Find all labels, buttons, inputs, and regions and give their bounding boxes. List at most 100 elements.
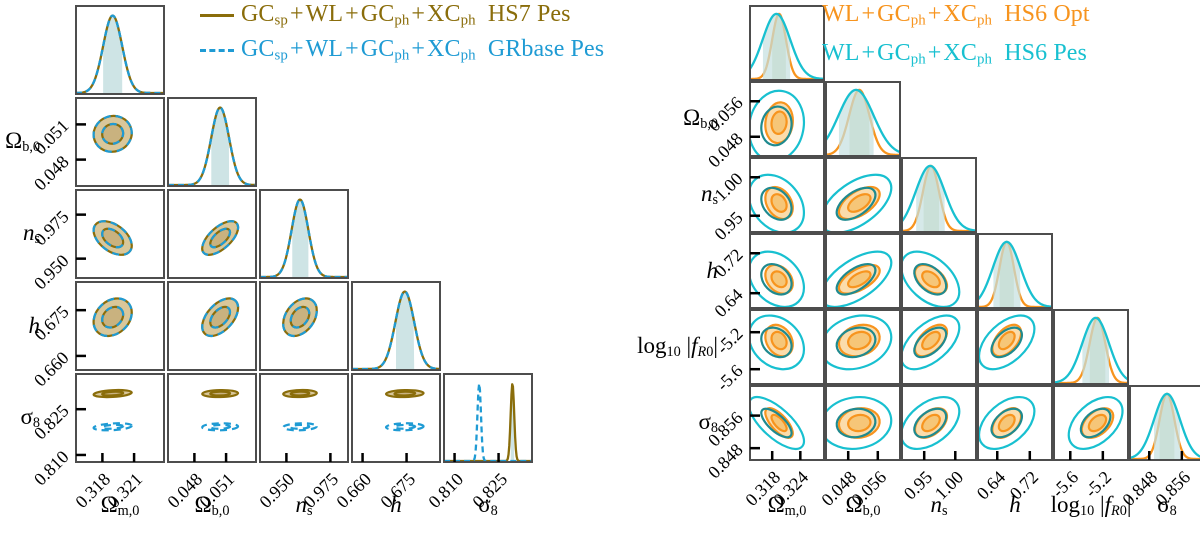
cell-4-0 bbox=[750, 314, 806, 371]
legend-label-hs7pes: GCsp+WL+GCph+XCph HS7 Pes bbox=[241, 1, 571, 29]
confidence-ellipse bbox=[826, 314, 893, 371]
cell-2-0 bbox=[750, 173, 806, 232]
legend-entry-hs7pes: GCsp+WL+GCph+XCph HS7 Pes bbox=[200, 2, 604, 28]
cell-frame bbox=[977, 385, 1053, 461]
confidence-ellipse bbox=[282, 422, 318, 432]
confidence-ellipse bbox=[750, 314, 806, 371]
confidence-ellipse bbox=[835, 326, 877, 359]
legend-label-grbasepes: GCsp+WL+GCph+XCph GRbase Pes bbox=[241, 36, 605, 64]
cell-2-0 bbox=[92, 220, 133, 256]
marginal-curve bbox=[978, 240, 1052, 308]
confidence-ellipse bbox=[921, 330, 941, 351]
confidence-ellipse bbox=[978, 314, 1036, 371]
cell-frame bbox=[443, 373, 533, 463]
confidence-ellipse bbox=[201, 220, 240, 256]
cell-frame bbox=[167, 97, 257, 187]
confidence-ellipse bbox=[826, 250, 893, 308]
cell-frame bbox=[167, 189, 257, 279]
cell-3-2 bbox=[902, 250, 961, 308]
y-axis-title-Omega_b0: Ωb,0 bbox=[683, 104, 718, 133]
marginal-curve bbox=[260, 198, 348, 278]
confidence-ellipse bbox=[902, 250, 961, 308]
confidence-ellipse bbox=[847, 193, 872, 213]
confidence-ellipse bbox=[921, 270, 941, 289]
solid-line-key-icon bbox=[200, 13, 234, 17]
cell-frame bbox=[167, 281, 257, 371]
cell-4-4 bbox=[444, 382, 532, 462]
x-axis-title-n_s: ns bbox=[930, 492, 948, 520]
marginal-curve bbox=[750, 12, 824, 80]
y-axis-title-h: h bbox=[28, 313, 41, 338]
marginal-curve bbox=[1130, 392, 1200, 460]
x-axis-title-Omega_b0: Ωb,0 bbox=[845, 492, 881, 520]
cell-frame bbox=[901, 157, 977, 233]
confidence-ellipse bbox=[990, 326, 1024, 359]
confidence-ellipse bbox=[770, 330, 788, 351]
confidence-ellipse bbox=[990, 407, 1024, 439]
cell-frame bbox=[75, 373, 165, 463]
confidence-ellipse bbox=[201, 422, 240, 432]
left-corner-plot: GCsp+WL+GCph+XCph HS7 Pes GCsp+WL+GCph+X… bbox=[5, 2, 604, 520]
x-axis-title-n_s: ns bbox=[295, 492, 313, 520]
confidence-ellipse bbox=[760, 105, 793, 147]
marginal-curve bbox=[826, 88, 900, 154]
confidence-ellipse bbox=[913, 326, 948, 359]
x-axis-title-Omega_b0: Ωb,0 bbox=[194, 492, 230, 520]
confidence-ellipse bbox=[826, 173, 893, 232]
cell-5-4 bbox=[1067, 396, 1124, 450]
confidence-ellipse bbox=[92, 220, 133, 256]
cell-4-1 bbox=[826, 314, 893, 371]
cell-frame bbox=[351, 373, 441, 463]
confidence-ellipse bbox=[847, 330, 872, 351]
cell-frame bbox=[977, 233, 1053, 309]
cell-frame bbox=[901, 233, 977, 309]
confidence-ellipse bbox=[760, 262, 793, 296]
confidence-ellipse bbox=[1067, 396, 1124, 450]
confidence-ellipse bbox=[921, 413, 941, 433]
confidence-ellipse bbox=[902, 314, 961, 371]
cell-5-2 bbox=[902, 395, 961, 451]
confidence-ellipse bbox=[750, 250, 806, 308]
cell-1-1 bbox=[826, 88, 900, 156]
confidence-ellipse bbox=[847, 413, 872, 433]
x-axis-title-Omega_m0: Ωm,0 bbox=[767, 492, 807, 520]
cell-5-3 bbox=[978, 396, 1036, 450]
legend-label-hs6pes: WL+GCph+XCph HS6 Pes bbox=[822, 40, 1087, 68]
cell-frame bbox=[75, 189, 165, 279]
confidence-ellipse bbox=[101, 390, 125, 397]
x-axis-title-h: h bbox=[390, 492, 402, 517]
cell-1-1 bbox=[168, 106, 256, 186]
cell-frame bbox=[901, 385, 977, 461]
right-corner-plot: WL+GCph+XCph HS6 Opt WL+GCph+XCph HS6 Pe… bbox=[600, 0, 1200, 540]
confidence-ellipse bbox=[770, 270, 788, 289]
cell-frame bbox=[825, 309, 901, 385]
confidence-ellipse bbox=[997, 330, 1016, 351]
confidence-ellipse bbox=[978, 396, 1036, 450]
confidence-ellipse bbox=[760, 326, 793, 359]
confidence-ellipse bbox=[997, 413, 1016, 433]
confidence-ellipse bbox=[282, 297, 318, 338]
cell-frame bbox=[1053, 309, 1129, 385]
confidence-ellipse bbox=[289, 390, 311, 397]
cell-frame bbox=[259, 281, 349, 371]
left-legend: GCsp+WL+GCph+XCph HS7 Pes GCsp+WL+GCph+X… bbox=[200, 2, 604, 72]
cell-5-0 bbox=[750, 396, 806, 450]
y-axis-title-n_s: ns bbox=[22, 219, 40, 248]
cell-3-3 bbox=[978, 240, 1052, 308]
y-axis-title-n_s: ns bbox=[700, 180, 718, 209]
cell-2-2 bbox=[902, 164, 976, 232]
confidence-ellipse bbox=[770, 110, 788, 135]
cell-2-2 bbox=[260, 198, 348, 278]
cell-3-0 bbox=[750, 250, 806, 308]
cell-frame bbox=[259, 189, 349, 279]
cell-3-2 bbox=[282, 297, 318, 338]
cell-frame bbox=[1053, 385, 1129, 461]
x-axis-title-log10_fR0: log10 |fR0| bbox=[1050, 492, 1132, 520]
cell-frame bbox=[75, 97, 165, 187]
dashed-line-key-icon bbox=[200, 48, 234, 52]
confidence-ellipse bbox=[92, 114, 133, 153]
confidence-ellipse bbox=[913, 262, 948, 296]
confidence-ellipse bbox=[101, 423, 125, 430]
confidence-ellipse bbox=[835, 186, 877, 221]
